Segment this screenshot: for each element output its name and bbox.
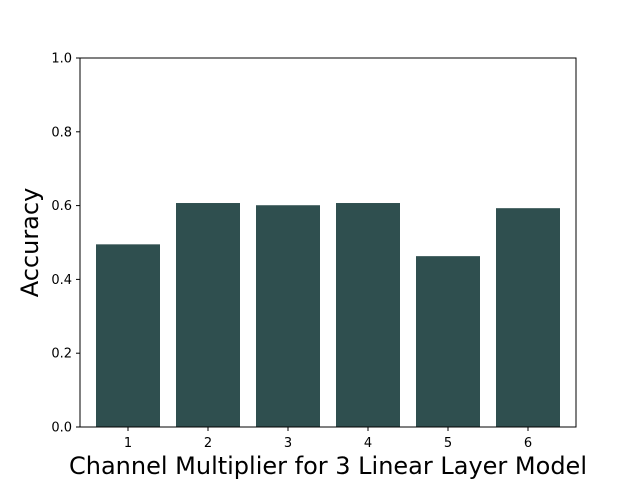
bar-1 <box>96 244 160 427</box>
plot-frame <box>79 57 577 428</box>
x-axis-ticks: 1 2 3 4 5 6 <box>124 427 532 451</box>
y-tick-label: 0.2 <box>51 347 72 362</box>
bar-6 <box>496 208 560 427</box>
bar-2 <box>176 203 240 427</box>
x-tick-label: 3 <box>284 436 292 451</box>
y-tick-label: 0.8 <box>51 125 72 140</box>
y-tick-label: 0.0 <box>51 421 72 436</box>
x-axis-title: Channel Multiplier for 3 Linear Layer Mo… <box>69 452 587 480</box>
bars-group <box>96 203 560 427</box>
y-tick-label: 1.0 <box>51 52 72 67</box>
bar-4 <box>336 203 400 427</box>
y-axis-ticks: 0.0 0.2 0.4 0.6 0.8 1.0 <box>51 52 80 436</box>
x-tick-label: 4 <box>364 436 372 451</box>
x-tick-label: 2 <box>204 436 212 451</box>
y-tick-label: 0.6 <box>51 199 72 214</box>
x-tick-label: 6 <box>524 436 532 451</box>
y-axis-title: Accuracy <box>16 188 44 298</box>
bar-5 <box>416 256 480 427</box>
x-tick-label: 1 <box>124 436 132 451</box>
y-tick-label: 0.4 <box>51 273 72 288</box>
x-tick-label: 5 <box>444 436 452 451</box>
bar-3 <box>256 205 320 427</box>
